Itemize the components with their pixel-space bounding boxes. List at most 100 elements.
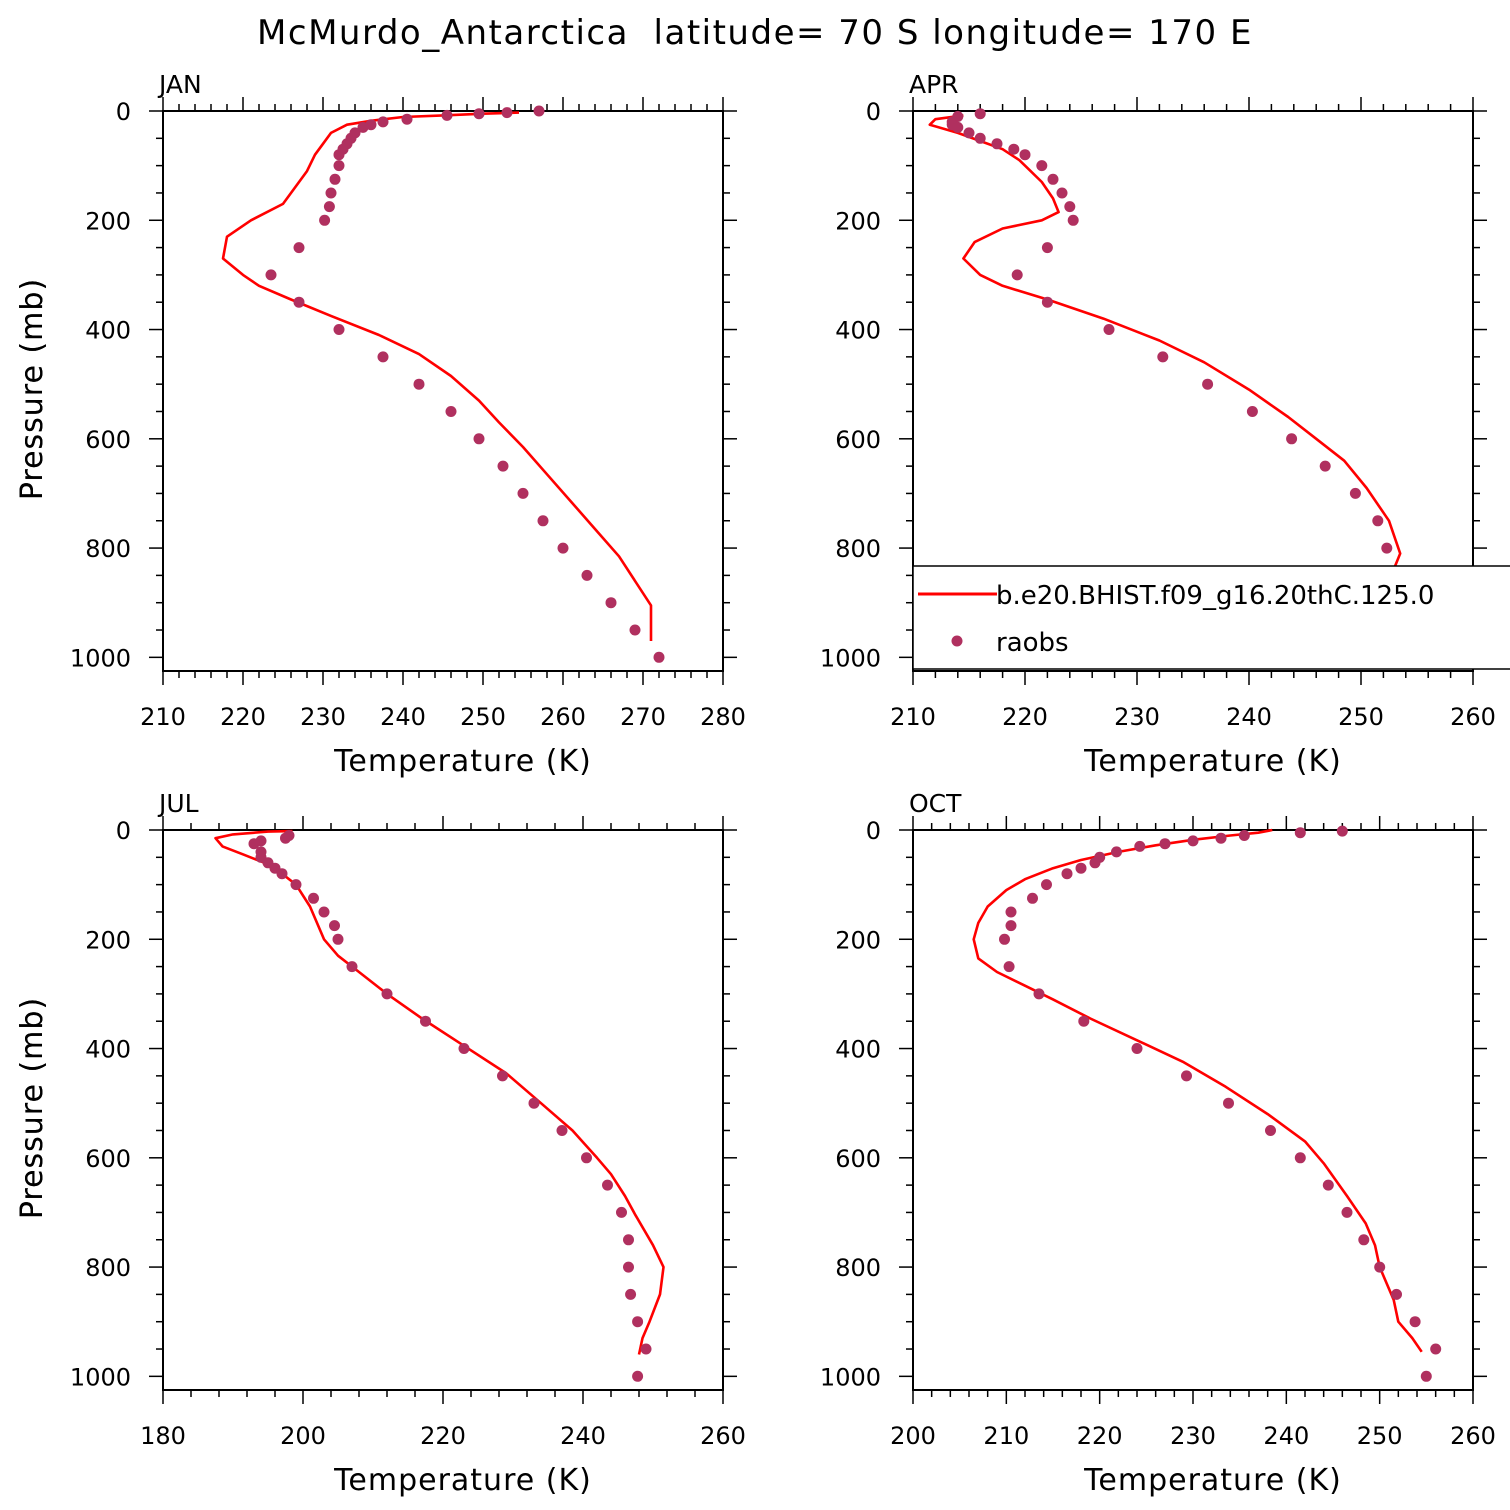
jan-raobs-point [293,296,305,308]
jan-xtick-label: 230 [300,703,346,731]
apr-raobs-point [1157,351,1169,363]
apr-raobs-point [1008,143,1020,155]
oct-raobs-point [1041,879,1052,891]
jan-raobs-point [537,515,549,527]
oct-raobs-point [1061,868,1073,880]
oct-xtick-label: 210 [983,1422,1029,1450]
apr-raobs-point [1349,487,1361,499]
jul-ytick-label: 600 [85,1145,131,1173]
oct-raobs-point [1294,1152,1306,1164]
apr-raobs-point [1011,269,1023,281]
apr-raobs-point [1056,187,1068,199]
legend-entry-model: b.e20.BHIST.f09_g16.20thC.125.0 [996,581,1434,611]
apr-panel-title: APR [909,70,959,99]
jul-raobs-point [640,1343,652,1355]
oct-raobs-point [1003,961,1015,973]
oct-x-axis-label: Temperature (K) [1083,1463,1342,1498]
jan-xtick-label: 260 [540,703,586,731]
jan-plot-frame [162,110,724,672]
jan-raobs-point [333,160,345,172]
apr-model-line [928,114,1402,642]
apr-xtick-label: 260 [1450,703,1496,731]
apr-raobs-point [1286,433,1298,445]
jul-raobs-point [602,1179,613,1191]
jan-panel-title: JAN [157,70,202,99]
jul-raobs-point [381,988,393,1000]
figure-title: McMurdo_Antarctica latitude= 70 S longit… [257,13,1253,53]
jan-ytick-label: 600 [85,426,131,454]
oct-raobs-point [1409,1316,1421,1328]
oct-ytick-label: 200 [835,926,881,954]
jan-raobs-point [325,187,337,199]
jul-raobs-point [625,1288,637,1300]
jul-raobs-point [623,1234,634,1246]
jul-raobs-point [528,1097,540,1109]
panel-jan: JAN 210 220 230 240 250 260 270 280 0 200 400 600 800… [15,70,746,779]
apr-raobs-point [1041,242,1053,254]
jul-plot-frame [162,829,724,1391]
jul-ytick-label: 400 [85,1036,131,1064]
jul-raobs-point [632,1370,644,1382]
apr-ytick-label: 0 [866,98,881,126]
jan-ytick-label: 0 [116,98,131,126]
oct-raobs-point [1420,1370,1432,1382]
apr-raobs-point [1372,515,1384,527]
apr-xtick-label: 210 [890,703,936,731]
apr-raobs-point [1047,173,1059,185]
jul-raobs-point [632,1316,644,1328]
oct-raobs-point [999,933,1010,945]
oct-model-line [972,828,1423,1353]
apr-x-axis-label: Temperature (K) [1083,744,1342,779]
apr-xtick-label: 220 [1002,703,1048,731]
jul-model-line [214,829,665,1355]
oct-xtick-label: 220 [1077,1422,1123,1450]
jan-raobs-point [473,108,485,120]
oct-raobs-point [1374,1261,1386,1273]
jul-raobs-point [332,933,344,945]
oct-ytick-label: 0 [866,817,881,845]
jul-raobs-point [420,1015,431,1027]
jul-xtick-label: 180 [140,1422,186,1450]
jul-ytick-label: 1000 [70,1363,131,1391]
oct-raobs-point [1131,1043,1143,1054]
oct-raobs-point [1027,892,1038,904]
apr-ytick-label: 800 [835,535,881,563]
apr-y-axis-label: Pressure (mb) [15,278,50,500]
jan-raobs-point [401,113,413,125]
apr-raobs-point [952,121,964,133]
jan-xtick-label: 250 [460,703,506,731]
jul-raobs-point [556,1125,568,1136]
apr-raobs-point [1202,378,1214,390]
jan-raobs-point [413,378,425,390]
jan-raobs-point [377,351,389,363]
jan-xtick-label: 210 [140,703,186,731]
jan-raobs-point [441,109,453,121]
oct-raobs-point [1089,857,1101,869]
jul-panel-title: JUL [157,789,199,818]
apr-xtick-label: 240 [1226,703,1272,731]
oct-raobs-point [1238,830,1250,841]
oct-xtick-label: 230 [1170,1422,1216,1450]
jul-xtick-label: 260 [700,1422,746,1450]
oct-raobs-point [1078,1015,1090,1027]
jan-raobs-point [319,214,331,226]
jan-raobs-point [605,597,617,609]
jul-raobs-point [497,1070,508,1082]
jan-raobs-point [333,324,345,335]
jan-raobs-point [497,460,509,472]
apr-raobs-point [991,138,1003,150]
jan-y-axis-label: Pressure (mb) [15,278,50,500]
oct-raobs-point [1294,827,1306,839]
oct-raobs-point [1430,1343,1442,1355]
oct-raobs-point [1341,1206,1353,1218]
jul-ytick-label: 200 [85,926,131,954]
apr-xtick-label: 230 [1114,703,1160,731]
jan-raobs-point [473,433,485,445]
legend-entry-raobs: raobs [996,628,1069,658]
oct-raobs-point [1187,835,1199,847]
jul-raobs-point [318,906,330,918]
jan-raobs-point [265,269,277,281]
apr-ytick-label: 600 [835,426,881,454]
jan-raobs-point [329,173,341,185]
jul-raobs-point [276,868,288,880]
